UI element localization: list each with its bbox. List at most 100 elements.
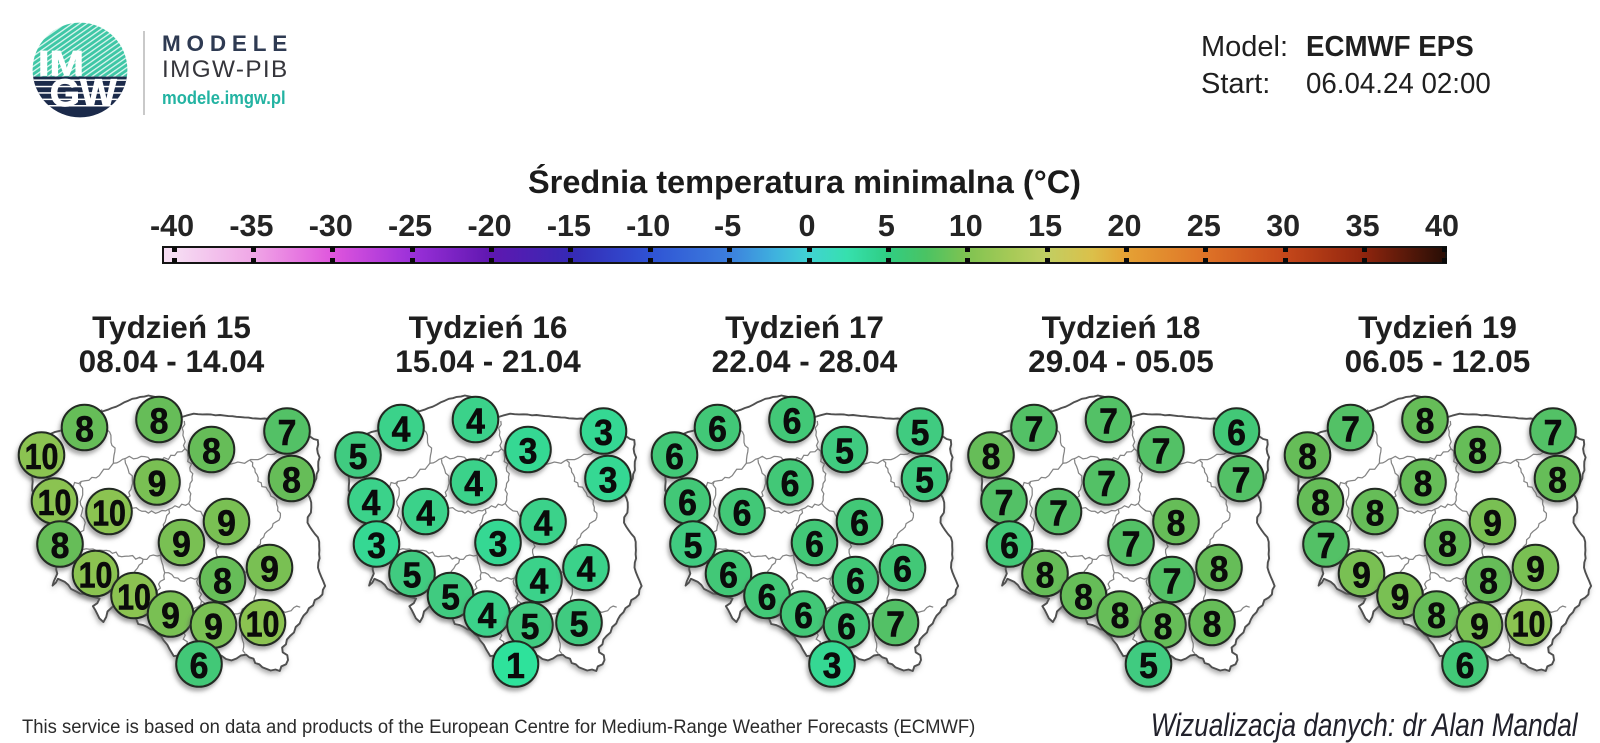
svg-text:8: 8 [1311, 482, 1330, 523]
svg-text:9: 9 [1526, 549, 1545, 590]
svg-text:10: 10 [79, 555, 113, 596]
svg-text:6: 6 [794, 595, 813, 636]
svg-text:5: 5 [349, 436, 368, 477]
svg-text:7: 7 [1341, 409, 1360, 450]
svg-text:3: 3 [489, 524, 508, 565]
svg-text:9: 9 [204, 606, 223, 647]
svg-text:8: 8 [1438, 524, 1457, 565]
svg-text:6: 6 [1456, 645, 1475, 686]
svg-text:4: 4 [478, 595, 497, 636]
svg-text:GW: GW [50, 72, 117, 115]
svg-text:1: 1 [506, 645, 525, 686]
svg-text:8: 8 [1548, 460, 1567, 501]
svg-text:6: 6 [665, 436, 684, 477]
svg-text:4: 4 [416, 493, 435, 534]
svg-text:7: 7 [1544, 412, 1563, 453]
svg-text:9: 9 [148, 463, 167, 504]
svg-text:3: 3 [367, 525, 386, 566]
svg-text:5: 5 [911, 412, 930, 453]
svg-text:8: 8 [1468, 431, 1487, 472]
svg-text:6: 6 [850, 503, 869, 544]
svg-text:10: 10 [92, 493, 126, 534]
svg-text:7: 7 [1097, 463, 1116, 504]
svg-text:6: 6 [719, 555, 738, 596]
svg-text:4: 4 [362, 482, 381, 523]
svg-text:9: 9 [1483, 503, 1502, 544]
svg-text:10: 10 [38, 482, 72, 523]
svg-text:9: 9 [1391, 577, 1410, 618]
svg-text:3: 3 [519, 431, 538, 472]
svg-text:6: 6 [708, 409, 727, 450]
svg-text:8: 8 [213, 561, 232, 602]
svg-text:10: 10 [246, 604, 280, 645]
svg-text:4: 4 [392, 409, 411, 450]
svg-text:7: 7 [1099, 401, 1118, 442]
svg-text:9: 9 [161, 595, 180, 636]
svg-text:4: 4 [466, 401, 485, 442]
svg-text:IM: IM [38, 44, 84, 84]
svg-text:5: 5 [403, 555, 422, 596]
svg-text:8: 8 [1074, 577, 1093, 618]
svg-text:7: 7 [1025, 409, 1044, 450]
svg-text:8: 8 [75, 409, 94, 450]
svg-text:9: 9 [1470, 606, 1489, 647]
svg-text:4: 4 [577, 549, 596, 590]
svg-text:5: 5 [684, 525, 703, 566]
svg-text:3: 3 [823, 645, 842, 686]
svg-text:8: 8 [1210, 549, 1229, 590]
svg-text:6: 6 [678, 482, 697, 523]
svg-text:6: 6 [805, 524, 824, 565]
svg-text:8: 8 [1203, 604, 1222, 645]
svg-text:6: 6 [1000, 525, 1019, 566]
svg-text:8: 8 [982, 436, 1001, 477]
svg-text:5: 5 [835, 431, 854, 472]
svg-text:5: 5 [1139, 645, 1158, 686]
svg-text:4: 4 [534, 503, 553, 544]
svg-text:7: 7 [1049, 493, 1068, 534]
svg-text:8: 8 [1366, 493, 1385, 534]
svg-text:6: 6 [781, 463, 800, 504]
svg-text:8: 8 [1154, 606, 1173, 647]
svg-text:8: 8 [1427, 595, 1446, 636]
svg-text:8: 8 [1298, 436, 1317, 477]
svg-text:10: 10 [117, 577, 151, 618]
svg-text:7: 7 [1317, 525, 1336, 566]
svg-text:8: 8 [1167, 503, 1186, 544]
svg-text:5: 5 [521, 606, 540, 647]
svg-text:5: 5 [915, 460, 934, 501]
svg-text:8: 8 [1414, 463, 1433, 504]
svg-text:6: 6 [837, 606, 856, 647]
svg-text:7: 7 [278, 412, 297, 453]
svg-text:7: 7 [1232, 460, 1251, 501]
svg-text:5: 5 [441, 577, 460, 618]
svg-text:3: 3 [594, 412, 613, 453]
svg-text:9: 9 [217, 503, 236, 544]
svg-text:6: 6 [758, 577, 777, 618]
svg-text:5: 5 [570, 604, 589, 645]
svg-text:6: 6 [783, 401, 802, 442]
svg-text:6: 6 [190, 645, 209, 686]
svg-text:4: 4 [464, 463, 483, 504]
svg-text:9: 9 [1352, 555, 1371, 596]
svg-text:8: 8 [1479, 561, 1498, 602]
svg-text:9: 9 [172, 524, 191, 565]
svg-text:8: 8 [1111, 595, 1130, 636]
svg-text:8: 8 [1416, 401, 1435, 442]
svg-text:8: 8 [1036, 555, 1055, 596]
svg-text:7: 7 [1163, 561, 1182, 602]
svg-text:6: 6 [893, 549, 912, 590]
svg-text:10: 10 [1512, 604, 1546, 645]
svg-text:6: 6 [733, 493, 752, 534]
svg-text:6: 6 [1227, 412, 1246, 453]
svg-text:7: 7 [1122, 524, 1141, 565]
svg-text:6: 6 [846, 561, 865, 602]
svg-text:9: 9 [260, 549, 279, 590]
svg-text:7: 7 [1152, 431, 1171, 472]
svg-text:8: 8 [282, 460, 301, 501]
svg-text:8: 8 [51, 525, 70, 566]
svg-text:4: 4 [530, 561, 549, 602]
svg-text:10: 10 [25, 436, 59, 477]
svg-text:7: 7 [886, 604, 905, 645]
svg-text:3: 3 [599, 460, 618, 501]
svg-text:7: 7 [995, 482, 1014, 523]
